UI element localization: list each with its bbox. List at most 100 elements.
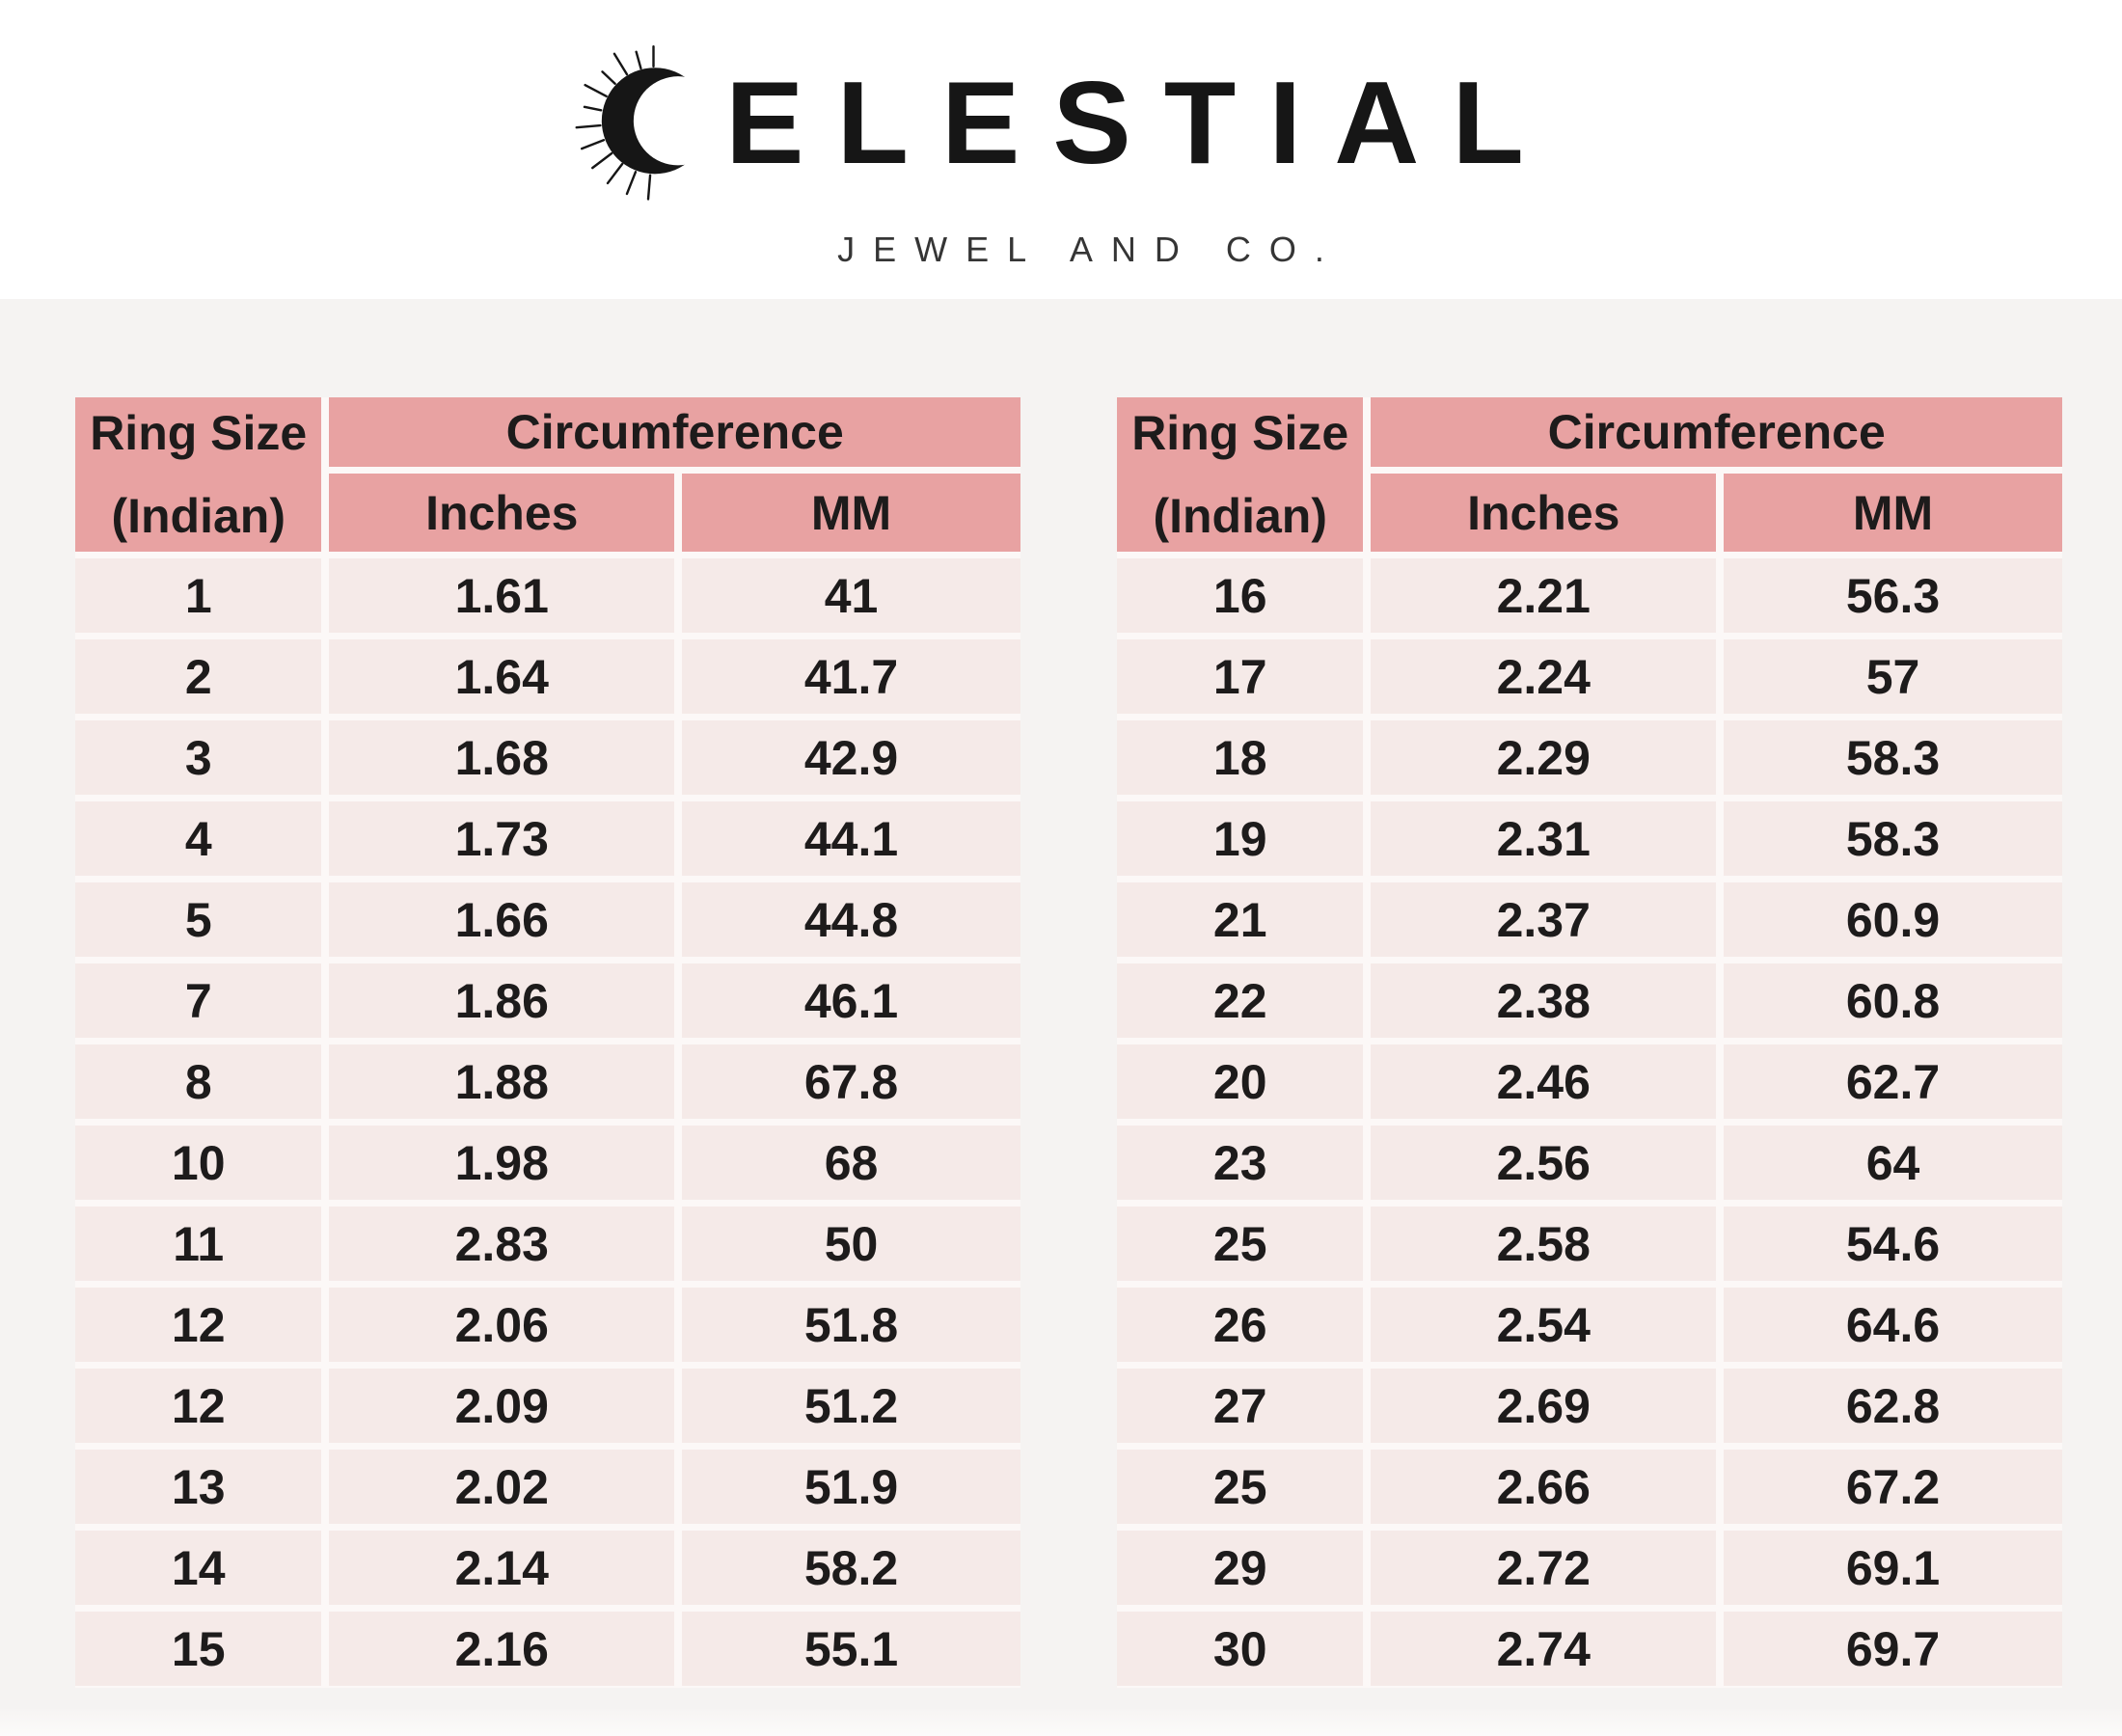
- cell-mm: 62.7: [1724, 1044, 2062, 1119]
- size-chart-right: Ring Size (Indian) Circumference Inches …: [1117, 397, 2062, 1688]
- table-body: 16 2.21 56.3 17 2.24 57 18 2.29 58.3 19 2.31 58.3 21…: [1117, 558, 2062, 1686]
- cell-ring-size: 26: [1117, 1288, 1364, 1362]
- cell-mm: 42.9: [682, 720, 1020, 795]
- cell-ring-size: 4: [75, 801, 322, 876]
- table-row: 20 2.46 62.7: [1117, 1044, 2062, 1119]
- cell-ring-size: 8: [75, 1044, 322, 1119]
- cell-mm: 69.7: [1724, 1612, 2062, 1686]
- cell-inches: 2.74: [1371, 1612, 1717, 1686]
- cell-inches: 2.38: [1371, 963, 1717, 1038]
- header-ring-size: Ring Size (Indian): [75, 397, 322, 552]
- cell-ring-size: 22: [1117, 963, 1364, 1038]
- table-row: 23 2.56 64: [1117, 1126, 2062, 1200]
- cell-mm: 69.1: [1724, 1531, 2062, 1605]
- cell-inches: 1.73: [329, 801, 675, 876]
- table-row: 15 2.16 55.1: [75, 1612, 1020, 1686]
- table-row: 2 1.64 41.7: [75, 639, 1020, 714]
- table-header-row: Ring Size (Indian) Circumference: [1117, 397, 2062, 552]
- table-row: 27 2.69 62.8: [1117, 1369, 2062, 1443]
- header-ring-size-line2: (Indian): [111, 489, 286, 543]
- cell-inches: 2.72: [1371, 1531, 1717, 1605]
- table-row: 21 2.37 60.9: [1117, 882, 2062, 957]
- table-row: 16 2.21 56.3: [1117, 558, 2062, 633]
- cell-inches: 2.09: [329, 1369, 675, 1443]
- cell-mm: 58.3: [1724, 801, 2062, 876]
- cell-mm: 58.3: [1724, 720, 2062, 795]
- cell-ring-size: 17: [1117, 639, 1364, 714]
- cell-ring-size: 21: [1117, 882, 1364, 957]
- cell-ring-size: 11: [75, 1207, 322, 1281]
- cell-ring-size: 12: [75, 1369, 322, 1443]
- table-row: 4 1.73 44.1: [75, 801, 1020, 876]
- header-mm: MM: [1724, 474, 2062, 552]
- cell-mm: 51.9: [682, 1450, 1020, 1524]
- cell-inches: 2.31: [1371, 801, 1717, 876]
- cell-ring-size: 15: [75, 1612, 322, 1686]
- cell-inches: 2.14: [329, 1531, 675, 1605]
- sun-crescent-icon: [565, 37, 731, 208]
- table-row: 8 1.88 67.8: [75, 1044, 1020, 1119]
- brand-wordmark: ELESTIAL: [565, 37, 1557, 208]
- table-row: 10 1.98 68: [75, 1126, 1020, 1200]
- cell-mm: 58.2: [682, 1531, 1020, 1605]
- cell-ring-size: 13: [75, 1450, 322, 1524]
- cell-ring-size: 23: [1117, 1126, 1364, 1200]
- cell-ring-size: 2: [75, 639, 322, 714]
- bottom-artifact-strip: [0, 1709, 2122, 1736]
- cell-inches: 1.61: [329, 558, 675, 633]
- cell-mm: 54.6: [1724, 1207, 2062, 1281]
- cell-inches: 1.66: [329, 882, 675, 957]
- cell-mm: 67.2: [1724, 1450, 2062, 1524]
- cell-mm: 60.9: [1724, 882, 2062, 957]
- brand-wordmark-letters: ELESTIAL: [725, 57, 1557, 188]
- cell-ring-size: 10: [75, 1126, 322, 1200]
- size-chart-table-right: Ring Size (Indian) Circumference Inches …: [1117, 397, 2062, 1688]
- table-row: 29 2.72 69.1: [1117, 1531, 2062, 1605]
- cell-mm: 64.6: [1724, 1288, 2062, 1362]
- cell-inches: 1.64: [329, 639, 675, 714]
- table-subheader-row: Inches MM: [75, 474, 1020, 552]
- cell-inches: 2.21: [1371, 558, 1717, 633]
- cell-inches: 1.68: [329, 720, 675, 795]
- table-row: 30 2.74 69.7: [1117, 1612, 2062, 1686]
- table-row: 25 2.66 67.2: [1117, 1450, 2062, 1524]
- table-row: 5 1.66 44.8: [75, 882, 1020, 957]
- header-mm: MM: [682, 474, 1020, 552]
- header-ring-size-line2: (Indian): [1153, 489, 1327, 543]
- header-circumference: Circumference: [329, 397, 1020, 467]
- table-row: 7 1.86 46.1: [75, 963, 1020, 1038]
- cell-mm: 50: [682, 1207, 1020, 1281]
- cell-inches: 2.56: [1371, 1126, 1717, 1200]
- header-inches: Inches: [329, 474, 675, 552]
- cell-mm: 64: [1724, 1126, 2062, 1200]
- header-ring-size: Ring Size (Indian): [1117, 397, 1364, 552]
- table-row: 25 2.58 54.6: [1117, 1207, 2062, 1281]
- cell-inches: 2.24: [1371, 639, 1717, 714]
- cell-mm: 56.3: [1724, 558, 2062, 633]
- cell-mm: 51.8: [682, 1288, 1020, 1362]
- cell-ring-size: 29: [1117, 1531, 1364, 1605]
- size-chart-table-left: Ring Size (Indian) Circumference Inches …: [75, 397, 1020, 1688]
- header-ring-size-line1: Ring Size: [1131, 406, 1349, 460]
- cell-ring-size: 1: [75, 558, 322, 633]
- table-row: 12 2.06 51.8: [75, 1288, 1020, 1362]
- cell-mm: 41: [682, 558, 1020, 633]
- cell-mm: 44.1: [682, 801, 1020, 876]
- cell-mm: 62.8: [1724, 1369, 2062, 1443]
- cell-mm: 67.8: [682, 1044, 1020, 1119]
- cell-ring-size: 14: [75, 1531, 322, 1605]
- table-row: 13 2.02 51.9: [75, 1450, 1020, 1524]
- size-chart-left: Ring Size (Indian) Circumference Inches …: [75, 397, 1020, 1688]
- cell-inches: 2.02: [329, 1450, 675, 1524]
- table-row: 26 2.54 64.6: [1117, 1288, 2062, 1362]
- cell-ring-size: 3: [75, 720, 322, 795]
- cell-inches: 1.88: [329, 1044, 675, 1119]
- cell-ring-size: 12: [75, 1288, 322, 1362]
- cell-mm: 57: [1724, 639, 2062, 714]
- cell-inches: 2.29: [1371, 720, 1717, 795]
- table-row: 22 2.38 60.8: [1117, 963, 2062, 1038]
- cell-inches: 2.66: [1371, 1450, 1717, 1524]
- cell-inches: 2.58: [1371, 1207, 1717, 1281]
- cell-ring-size: 27: [1117, 1369, 1364, 1443]
- cell-inches: 1.98: [329, 1126, 675, 1200]
